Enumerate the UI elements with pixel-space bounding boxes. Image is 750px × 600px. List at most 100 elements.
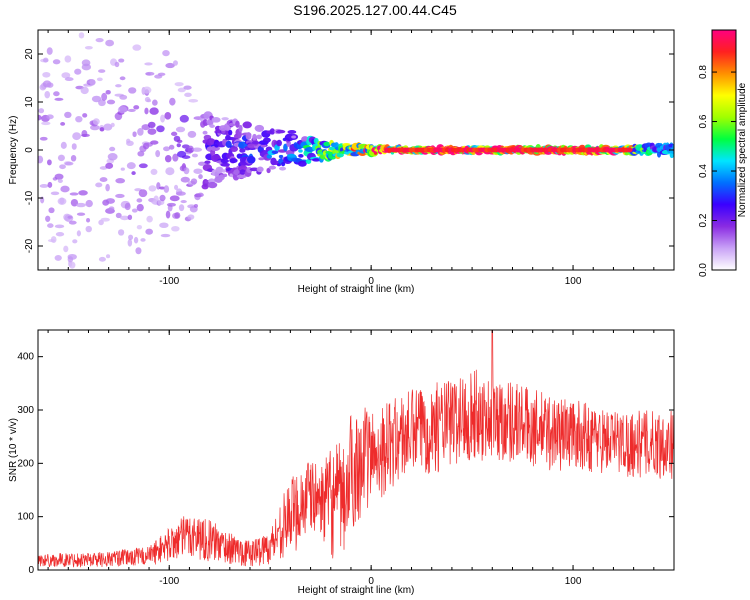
spectrogram-blob	[38, 108, 45, 114]
spectrogram-blob	[291, 135, 297, 139]
colorbar-tick-label: 0.4	[698, 164, 709, 178]
chart-title: S196.2025.127.00.44.C45	[293, 2, 457, 18]
spectrogram-blob	[146, 215, 153, 223]
spectrogram-blob	[313, 137, 319, 144]
spectrogram-blob	[64, 77, 74, 82]
spectrogram-blob	[245, 132, 252, 140]
spectrogram-blob	[172, 60, 178, 66]
spectrogram-blob	[136, 203, 144, 212]
spectrogram-blob	[220, 162, 230, 167]
spectrogram-blob	[127, 214, 133, 220]
spectrogram-blob	[271, 150, 279, 155]
spectrogram-blob	[165, 62, 175, 69]
spectrogram-blob	[247, 155, 256, 164]
spectrogram-blob	[147, 121, 156, 129]
spectrogram-blob	[144, 62, 153, 66]
spectrogram-blob	[165, 167, 175, 176]
spectrogram-blob	[96, 77, 103, 82]
spectrogram-blob	[95, 182, 103, 188]
spectrogram-blob	[176, 143, 181, 148]
snr-frame	[37, 329, 675, 571]
spectrogram-blob	[50, 191, 60, 196]
spectrogram-blob	[115, 212, 122, 219]
spectrogram-blob	[142, 86, 152, 94]
spectrogram-blob	[266, 154, 273, 159]
spectrogram-blob	[101, 92, 108, 101]
spectrogram-blob	[119, 76, 126, 81]
spectrogram-blob	[120, 215, 130, 221]
spectrogram-blob	[127, 108, 136, 112]
spectrogram-blob	[190, 178, 198, 185]
spectrogram-blob	[156, 125, 165, 133]
spectrogram-blob	[128, 87, 137, 94]
spectrogram-blob	[269, 128, 276, 135]
spectrogram-blob	[91, 95, 102, 103]
spectrogram-blob	[163, 185, 170, 193]
spectrogram-blob	[137, 150, 145, 157]
spectrogram-blob	[38, 114, 42, 121]
spectrogram-blob	[133, 105, 140, 110]
spectrogram-blob	[132, 131, 137, 138]
spectrogram-blob	[140, 238, 146, 242]
spectrogram-blob	[64, 111, 72, 119]
spectrogram-y-tick-label: 20	[24, 48, 35, 60]
spectrogram-y-ticks: -20 -10 0 10 20	[24, 48, 674, 253]
spectrogram-blob	[84, 46, 93, 50]
spectrogram-blob	[145, 71, 155, 76]
spectrogram-blob	[275, 129, 286, 134]
spectrogram-blob	[150, 140, 159, 145]
spectrogram-blob	[298, 154, 304, 158]
spectrogram-blob	[221, 117, 229, 121]
spectrogram-blob	[297, 160, 307, 167]
colorbar-tick-label: 0.8	[698, 65, 709, 79]
spectrogram-blob	[120, 167, 125, 171]
spectrogram-blob	[179, 114, 189, 123]
spectrogram-blob	[57, 197, 67, 205]
spectrogram-blob	[221, 169, 226, 173]
spectrogram-blob	[159, 186, 165, 190]
spectrogram-blob	[74, 68, 82, 75]
snr-y-tick-label: 200	[17, 458, 34, 469]
spectrogram-blob	[103, 123, 113, 131]
snr-x-tick-label: 100	[565, 576, 582, 587]
spectrogram-blob	[39, 136, 48, 141]
spectrogram-blob	[68, 261, 76, 269]
spectrogram-x-tick-label: 0	[368, 276, 374, 287]
spectrogram-blob	[166, 202, 176, 207]
spectrogram-blob	[177, 87, 186, 93]
spectrogram-blob	[64, 161, 74, 166]
spectrogram-blob	[105, 90, 111, 95]
snr-y-ticks: 0 100 200 300 400	[17, 352, 674, 576]
spectrogram-blob	[100, 217, 110, 222]
spectrogram-blob	[126, 162, 136, 170]
spectrogram-blob	[126, 140, 134, 147]
spectrogram-blob	[172, 153, 179, 162]
spectrogram-blob	[46, 47, 53, 55]
spectrogram-blob	[54, 173, 64, 180]
spectrogram-blob	[193, 203, 199, 208]
spectrogram-blob	[235, 120, 240, 128]
spectrogram-blob	[71, 143, 77, 150]
spectrogram-blob	[160, 233, 171, 238]
snr-series-line	[38, 330, 674, 568]
spectrogram-blob	[98, 99, 106, 107]
spectrogram-blob	[202, 130, 208, 135]
spectrogram-blob	[45, 215, 51, 222]
spectrogram-blob	[187, 145, 194, 154]
spectrogram-blob	[164, 155, 172, 163]
spectrogram-blob	[54, 224, 65, 229]
spectrogram-blob	[115, 193, 125, 199]
spectrogram-blob	[72, 239, 78, 244]
spectrogram-blob	[115, 178, 126, 184]
spectrogram-blob	[63, 245, 69, 253]
spectrogram-blob	[193, 168, 203, 174]
spectrogram-blob	[46, 159, 52, 166]
spectrogram-blob	[263, 137, 271, 143]
spectrogram-blob	[108, 206, 115, 211]
snr-y-tick-label: 300	[17, 405, 34, 416]
spectrogram-blob	[80, 86, 89, 95]
spectrogram-blob	[145, 228, 153, 235]
spectrogram-y-tick-label: 10	[24, 96, 35, 108]
spectrogram-blob	[64, 55, 72, 63]
spectrogram-blob	[54, 97, 64, 101]
